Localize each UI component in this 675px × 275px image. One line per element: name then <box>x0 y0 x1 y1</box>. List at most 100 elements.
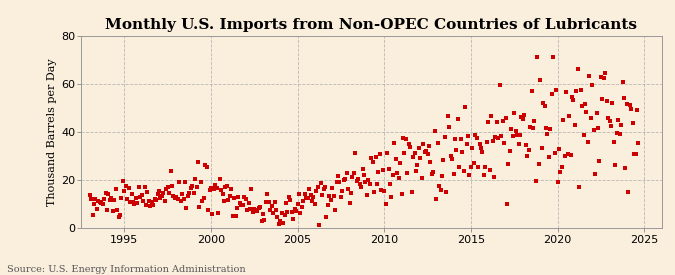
Y-axis label: Thousand Barrels per Day: Thousand Barrels per Day <box>47 58 57 206</box>
Point <box>487 139 498 143</box>
Point <box>580 101 591 106</box>
Point <box>346 191 356 196</box>
Point <box>614 131 625 136</box>
Point <box>518 117 529 121</box>
Point <box>254 205 265 210</box>
Point <box>489 175 500 179</box>
Point <box>279 213 290 218</box>
Point <box>539 104 550 108</box>
Point <box>399 151 410 156</box>
Point <box>362 193 373 197</box>
Point <box>278 221 289 226</box>
Point <box>509 111 520 115</box>
Point <box>617 80 628 84</box>
Point <box>318 187 329 191</box>
Point <box>508 134 518 139</box>
Point <box>99 197 109 202</box>
Point <box>149 197 160 201</box>
Point <box>477 149 488 154</box>
Point <box>543 154 554 159</box>
Point <box>347 175 358 179</box>
Point <box>157 194 167 199</box>
Point <box>106 196 117 200</box>
Point <box>389 141 400 145</box>
Point <box>286 210 297 214</box>
Point <box>320 184 331 189</box>
Point <box>538 101 549 105</box>
Point <box>510 129 521 134</box>
Point <box>159 199 170 203</box>
Point <box>163 191 174 196</box>
Point <box>102 208 113 212</box>
Point <box>471 136 482 141</box>
Point <box>574 185 585 189</box>
Point <box>321 215 332 219</box>
Point <box>431 197 441 202</box>
Point <box>457 150 468 154</box>
Point <box>211 185 222 190</box>
Point <box>610 163 621 167</box>
Point <box>281 201 292 205</box>
Point <box>204 188 215 192</box>
Point <box>587 82 597 87</box>
Point <box>632 108 643 112</box>
Point <box>353 176 364 181</box>
Point <box>558 118 569 122</box>
Point <box>409 150 420 155</box>
Point <box>227 213 238 218</box>
Point <box>542 132 553 136</box>
Point <box>276 211 287 215</box>
Point <box>516 115 526 120</box>
Point <box>404 142 414 147</box>
Point <box>585 116 596 120</box>
Point <box>90 197 101 201</box>
Point <box>167 184 178 188</box>
Point <box>243 201 254 205</box>
Point <box>528 126 539 131</box>
Point <box>304 187 315 191</box>
Point <box>568 98 579 102</box>
Point <box>259 218 270 222</box>
Point <box>522 154 533 159</box>
Point <box>502 202 512 206</box>
Point <box>570 123 580 127</box>
Point <box>588 128 599 132</box>
Point <box>295 211 306 215</box>
Point <box>352 179 362 183</box>
Point <box>129 202 140 206</box>
Point <box>576 104 587 109</box>
Point <box>285 198 296 202</box>
Point <box>483 119 493 124</box>
Point <box>148 202 159 207</box>
Point <box>406 189 417 194</box>
Point <box>140 202 151 207</box>
Point <box>424 144 435 148</box>
Point <box>239 195 250 199</box>
Point <box>152 191 163 196</box>
Point <box>500 116 511 120</box>
Point <box>88 202 99 206</box>
Point <box>335 194 346 199</box>
Point <box>491 120 502 125</box>
Point <box>202 208 213 213</box>
Point <box>620 166 631 170</box>
Point <box>294 192 304 196</box>
Point <box>618 96 629 100</box>
Point <box>425 160 436 164</box>
Point <box>258 212 269 216</box>
Point <box>447 157 458 161</box>
Point <box>180 179 190 184</box>
Point <box>182 194 193 198</box>
Point <box>142 189 153 194</box>
Point <box>209 187 219 191</box>
Point <box>169 196 180 200</box>
Point <box>219 199 230 204</box>
Point <box>481 139 492 144</box>
Point <box>296 205 307 209</box>
Point <box>190 177 200 182</box>
Point <box>224 193 235 198</box>
Point <box>624 103 635 107</box>
Point <box>292 202 303 206</box>
Point <box>490 135 501 139</box>
Point <box>626 107 637 111</box>
